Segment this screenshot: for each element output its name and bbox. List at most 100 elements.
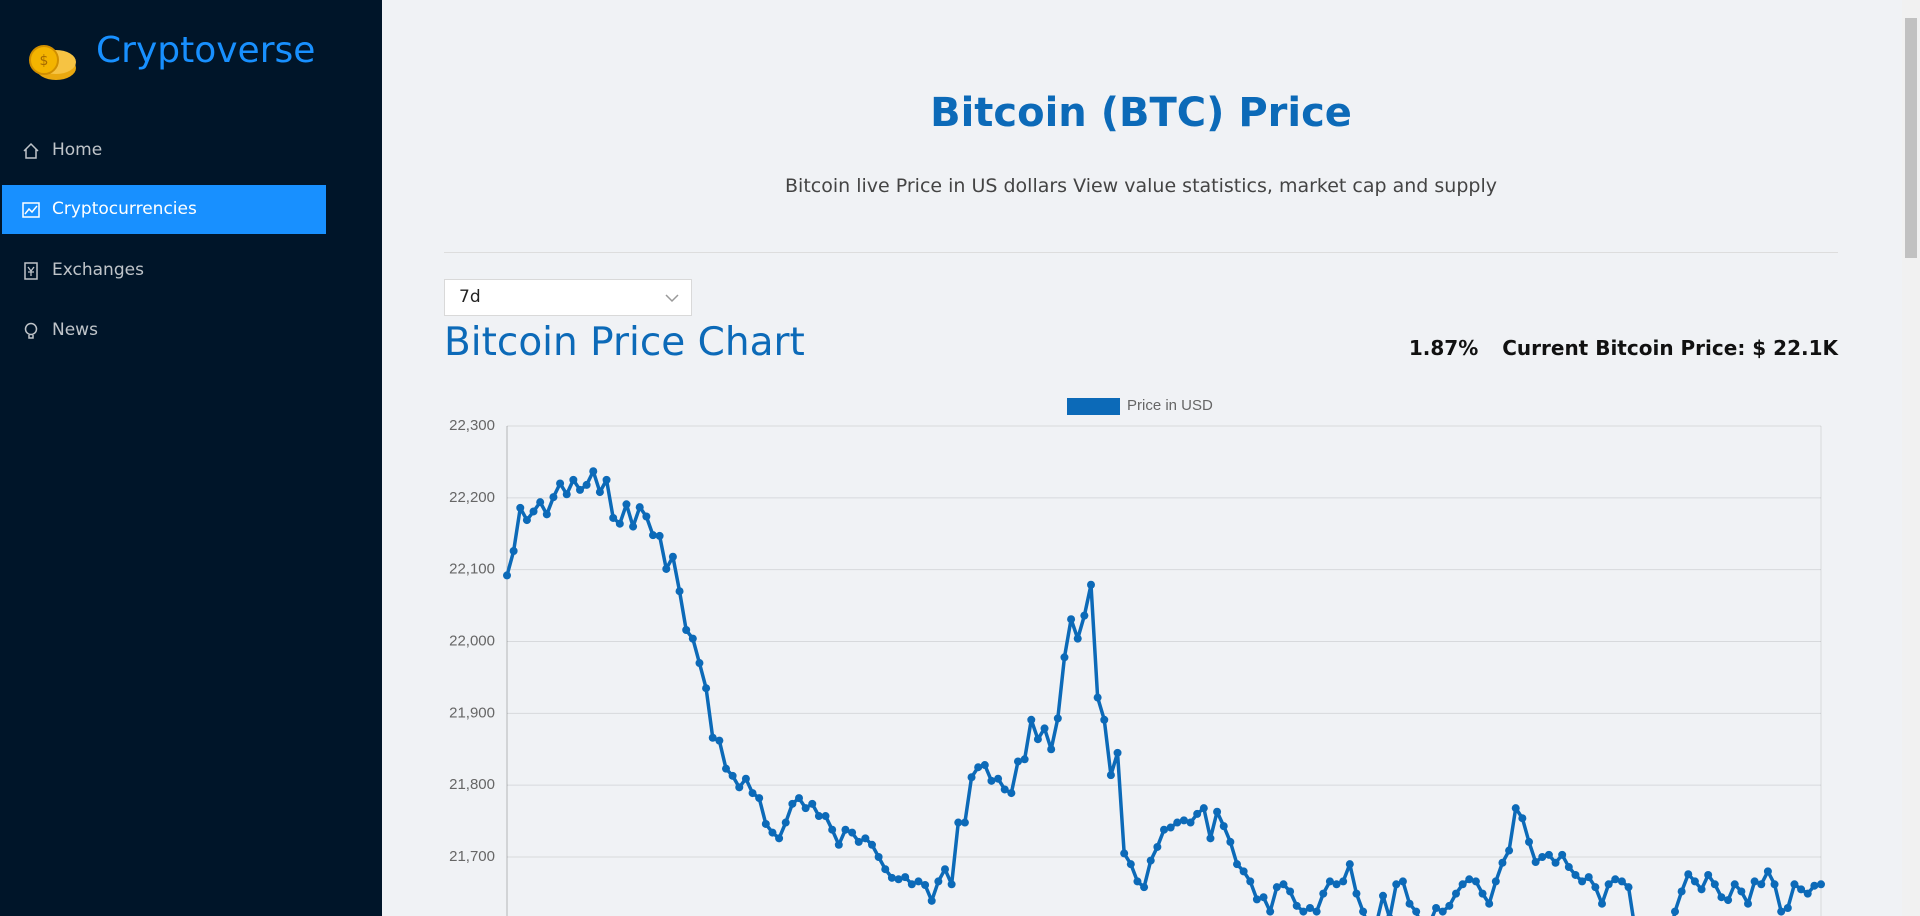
- point: [682, 626, 691, 635]
- y-tick-label: 22,000: [449, 632, 495, 649]
- point: [1598, 899, 1606, 908]
- point: [881, 865, 890, 874]
- point: [1777, 907, 1786, 916]
- point: [582, 480, 591, 489]
- icon: [24, 262, 38, 280]
- point: [715, 736, 724, 745]
- point: [748, 789, 757, 798]
- point: [642, 512, 651, 521]
- point: [668, 552, 677, 561]
- point: [562, 490, 571, 499]
- point: [695, 659, 704, 668]
- logo: $: [29, 45, 76, 80]
- point: [1564, 863, 1573, 872]
- point: [655, 531, 664, 540]
- point: [1578, 877, 1587, 886]
- point: [1591, 883, 1600, 892]
- point: [1518, 814, 1527, 823]
- point: [1531, 858, 1540, 867]
- point: [1266, 907, 1275, 916]
- point: [1080, 611, 1089, 620]
- menu-cryptocurrencies[interactable]: Cryptocurrencies: [2, 185, 326, 234]
- point: [854, 837, 863, 846]
- chart-heading: Bitcoin Price Chart: [444, 320, 805, 365]
- point: [728, 771, 737, 780]
- point: [927, 896, 936, 905]
- svg-text:$: $: [40, 53, 49, 69]
- point: [1398, 877, 1407, 886]
- point: [1272, 883, 1281, 892]
- menu-home[interactable]: Home: [2, 126, 326, 175]
- point: [1704, 870, 1713, 879]
- legend-label: Price in USD: [1127, 397, 1213, 414]
- point: [1186, 818, 1195, 827]
- menu-label: News: [52, 320, 98, 340]
- point: [960, 818, 969, 827]
- point: [602, 475, 611, 484]
- point: [529, 507, 538, 516]
- page-subtitle: Bitcoin live Price in US dollars View va…: [785, 175, 1497, 197]
- y-tick-label: 21,700: [449, 848, 495, 865]
- point: [542, 510, 551, 519]
- point: [934, 877, 943, 886]
- point: [814, 812, 823, 821]
- point: [576, 485, 584, 494]
- point: [947, 880, 956, 889]
- point: [556, 479, 565, 488]
- brand[interactable]: Cryptoverse: [96, 30, 316, 71]
- menu-news[interactable]: News: [2, 306, 326, 355]
- point: [1246, 877, 1255, 886]
- point: [1379, 891, 1387, 900]
- point: [1452, 889, 1460, 898]
- point: [795, 794, 803, 803]
- point: [1000, 785, 1009, 794]
- point: [1783, 904, 1792, 913]
- point: [589, 467, 598, 476]
- point: [755, 794, 764, 803]
- point: [1146, 856, 1155, 865]
- point: [1511, 804, 1520, 813]
- point: [1544, 850, 1553, 859]
- point: [1312, 907, 1321, 916]
- point: [1697, 885, 1706, 894]
- icon: [22, 202, 40, 218]
- point: [1737, 887, 1746, 896]
- point: [1299, 907, 1308, 916]
- point: [609, 513, 618, 522]
- point: [635, 503, 644, 512]
- point: [1153, 842, 1162, 851]
- point: [1817, 880, 1825, 889]
- point: [1259, 893, 1268, 902]
- point: [1239, 867, 1248, 876]
- point: [549, 493, 558, 502]
- point: [874, 853, 883, 861]
- point: [1073, 634, 1082, 643]
- point: [1604, 880, 1613, 889]
- point: [914, 877, 923, 886]
- point: [1571, 870, 1580, 879]
- time-period-select[interactable]: 7d: [444, 279, 692, 316]
- scroll-thumb[interactable]: [1905, 18, 1917, 258]
- point: [821, 812, 830, 821]
- point: [1133, 877, 1142, 886]
- point: [1319, 889, 1328, 898]
- point: [848, 828, 857, 837]
- point: [629, 522, 638, 531]
- point: [1465, 875, 1474, 884]
- menu-exchanges[interactable]: Exchanges: [2, 246, 326, 295]
- point: [1007, 789, 1016, 798]
- legend-swatch: [1067, 398, 1120, 415]
- point: [941, 865, 949, 874]
- point: [1471, 877, 1480, 886]
- point: [1020, 755, 1029, 764]
- point: [1306, 904, 1314, 913]
- point: [1226, 837, 1235, 846]
- scrollbar[interactable]: [1902, 0, 1920, 916]
- point: [688, 634, 697, 643]
- point: [1485, 899, 1494, 908]
- point: [768, 828, 777, 837]
- point: [503, 571, 511, 580]
- point: [1060, 653, 1069, 662]
- point: [536, 498, 545, 507]
- point: [775, 834, 784, 843]
